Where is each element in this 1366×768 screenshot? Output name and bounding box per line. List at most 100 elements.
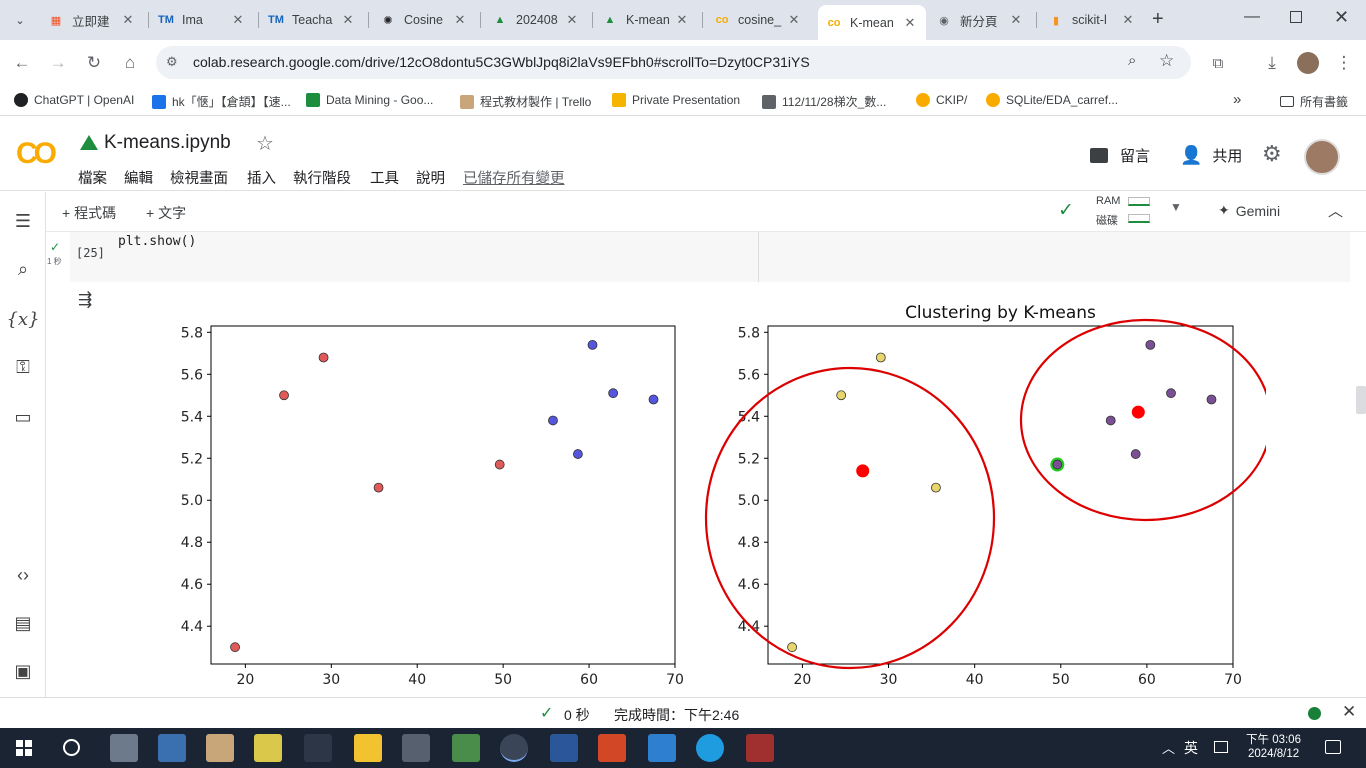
taskbar-app-2-icon[interactable] xyxy=(158,734,186,762)
account-avatar[interactable] xyxy=(1304,139,1340,175)
bookmark-item[interactable]: hk「惬」【倉頡】【速... xyxy=(152,93,291,110)
tab-3[interactable]: ✺ Cosine ✕ xyxy=(372,6,476,34)
variables-icon[interactable]: {x} xyxy=(6,308,40,330)
notifications-icon[interactable] xyxy=(1325,740,1341,754)
bookmark-star-icon[interactable]: ☆ xyxy=(1159,51,1175,70)
tab-close-icon[interactable]: ✕ xyxy=(676,12,688,27)
tab-2[interactable]: TM Teacha ✕ xyxy=(260,6,364,34)
tray-keyboard-icon[interactable] xyxy=(1214,741,1228,753)
tab-close-icon[interactable]: ✕ xyxy=(566,12,578,27)
tab-5[interactable]: ▲ K-mean ✕ xyxy=(594,6,698,34)
windows-start-icon[interactable] xyxy=(16,740,32,756)
menu-item[interactable]: 執行階段 xyxy=(293,171,351,187)
colab-logo[interactable]: CO xyxy=(16,137,57,170)
cell-code-text[interactable]: plt.show() xyxy=(118,234,197,249)
profile-avatar[interactable] xyxy=(1297,52,1319,74)
address-bar[interactable]: ⚙ colab.research.google.com/drive/12cO8d… xyxy=(156,46,1191,79)
tab-8[interactable]: ◉ 新分頁 ✕ xyxy=(928,6,1032,34)
scrollbar[interactable] xyxy=(1350,232,1366,697)
url-text[interactable]: colab.research.google.com/drive/12cO8don… xyxy=(193,54,810,70)
site-info-icon[interactable]: ⚙ xyxy=(166,54,178,69)
download-icon[interactable]: ⤓ xyxy=(1268,53,1276,72)
taskbar-app-3-icon[interactable] xyxy=(206,734,234,762)
scrollbar-thumb[interactable] xyxy=(1356,386,1366,414)
taskbar-explorer-icon[interactable] xyxy=(354,734,382,762)
files-folder-icon[interactable]: ▭ xyxy=(14,406,32,427)
table-of-contents-icon[interactable]: ☰ xyxy=(14,210,32,231)
reload-icon[interactable]: ↻ xyxy=(86,53,102,72)
tab-close-icon[interactable]: ✕ xyxy=(1010,12,1022,27)
forward-icon[interactable]: → xyxy=(49,53,67,72)
back-icon[interactable]: ← xyxy=(13,53,31,72)
taskbar-camera-icon[interactable] xyxy=(304,734,332,762)
extensions-icon[interactable]: ⧉ xyxy=(1212,54,1224,72)
taskbar-app-4-icon[interactable] xyxy=(254,734,282,762)
taskbar-chrome-icon[interactable] xyxy=(500,734,528,762)
tab-0[interactable]: ▦ 立即建 ✕ xyxy=(40,6,144,34)
add-code-button[interactable]: + 程式碼 xyxy=(62,205,117,221)
home-icon[interactable]: ⌂ xyxy=(124,53,136,72)
minimize-icon[interactable]: — xyxy=(1244,8,1260,25)
tab-4[interactable]: ▲ 202408 ✕ xyxy=(484,6,588,34)
tab-close-icon[interactable]: ✕ xyxy=(232,12,244,27)
menu-item[interactable]: 編輯 xyxy=(124,171,153,187)
menu-item[interactable]: 插入 xyxy=(247,171,276,187)
more-menu-icon[interactable]: ⋮ xyxy=(1335,53,1353,72)
restore-icon[interactable] xyxy=(1290,11,1302,23)
tab-6[interactable]: co cosine_ ✕ xyxy=(706,6,810,34)
share-button[interactable]: 👤 共用 xyxy=(1180,145,1242,166)
search-icon[interactable]: ⌕ xyxy=(17,258,29,279)
taskbar-camera2-icon[interactable] xyxy=(402,734,430,762)
bookmark-item[interactable]: Data Mining - Goo... xyxy=(306,93,433,107)
menu-item[interactable]: 檢視畫面 xyxy=(170,171,228,187)
zoom-icon[interactable]: ⌕ xyxy=(1128,52,1137,69)
settings-gear-icon[interactable]: ⚙ xyxy=(1262,141,1282,166)
command-palette-icon[interactable]: ▤ xyxy=(14,612,32,633)
tab-close-icon[interactable]: ✕ xyxy=(454,12,466,27)
secrets-key-icon[interactable]: ⚿ xyxy=(16,356,30,377)
menu-item[interactable]: 工具 xyxy=(370,171,399,187)
tab-7[interactable]: co K-mean ✕ xyxy=(818,5,926,40)
new-tab-button[interactable]: + xyxy=(1152,8,1164,30)
bookmark-item[interactable]: 程式教材製作 | Trello xyxy=(460,93,591,110)
bookmark-item[interactable]: CKIP/ xyxy=(916,93,967,107)
clock-date[interactable]: 2024/8/12 xyxy=(1248,748,1300,760)
bookmark-item[interactable]: 112/11/28梯次_數... xyxy=(762,93,886,110)
bookmarks-more-icon[interactable]: » xyxy=(1233,91,1242,108)
menu-item[interactable]: 說明 xyxy=(416,171,445,187)
close-window-icon[interactable]: ✕ xyxy=(1334,7,1350,27)
ime-indicator[interactable]: 英 xyxy=(1184,740,1198,756)
clock-time[interactable]: 下午 03:06 xyxy=(1246,734,1301,746)
taskbar-search-icon[interactable] xyxy=(63,739,80,756)
collapse-header-icon[interactable]: ︿ xyxy=(1328,203,1344,220)
saved-status-link[interactable]: 已儲存所有變更 xyxy=(463,171,565,187)
taskbar-app-1-icon[interactable] xyxy=(110,734,138,762)
output-toggle-icon[interactable]: ⇶ xyxy=(78,290,93,309)
tab-close-icon[interactable]: ✕ xyxy=(788,12,800,27)
bookmark-item[interactable]: SQLite/EDA_carref... xyxy=(986,93,1118,107)
code-snippets-icon[interactable]: ‹› xyxy=(17,564,29,585)
taskbar-powerpoint-icon[interactable] xyxy=(598,734,626,762)
tray-chevron-icon[interactable]: ︿ xyxy=(1162,741,1176,756)
star-icon[interactable]: ☆ xyxy=(256,133,274,155)
tab-close-icon[interactable]: ✕ xyxy=(342,12,354,27)
terminal-icon[interactable]: ▣ xyxy=(14,660,32,681)
resources-dropdown-icon[interactable]: ▼ xyxy=(1170,200,1182,214)
tab-1[interactable]: TM Ima ✕ xyxy=(150,6,254,34)
tab-close-icon[interactable]: ✕ xyxy=(1122,12,1134,27)
bookmark-item[interactable]: ChatGPT | OpenAI xyxy=(14,93,134,107)
tab-close-icon[interactable]: ✕ xyxy=(122,12,134,27)
taskbar-word-icon[interactable] xyxy=(550,734,578,762)
taskbar-photos-icon[interactable] xyxy=(648,734,676,762)
notebook-title[interactable]: K-means.ipynb xyxy=(104,132,231,153)
taskbar-app-8-icon[interactable] xyxy=(452,734,480,762)
tab-search-icon[interactable]: ⌄ xyxy=(15,14,25,27)
comment-button[interactable]: 留言 xyxy=(1090,145,1150,166)
add-text-button[interactable]: + 文字 xyxy=(146,205,187,221)
menu-item[interactable]: 檔案 xyxy=(78,171,107,187)
status-close-icon[interactable]: ✕ xyxy=(1342,702,1357,721)
tab-close-icon[interactable]: ✕ xyxy=(904,14,916,30)
taskbar-edge-icon[interactable] xyxy=(696,734,724,762)
all-bookmarks-button[interactable]: 所有書籤 xyxy=(1280,93,1348,110)
taskbar-app-14-icon[interactable] xyxy=(746,734,774,762)
